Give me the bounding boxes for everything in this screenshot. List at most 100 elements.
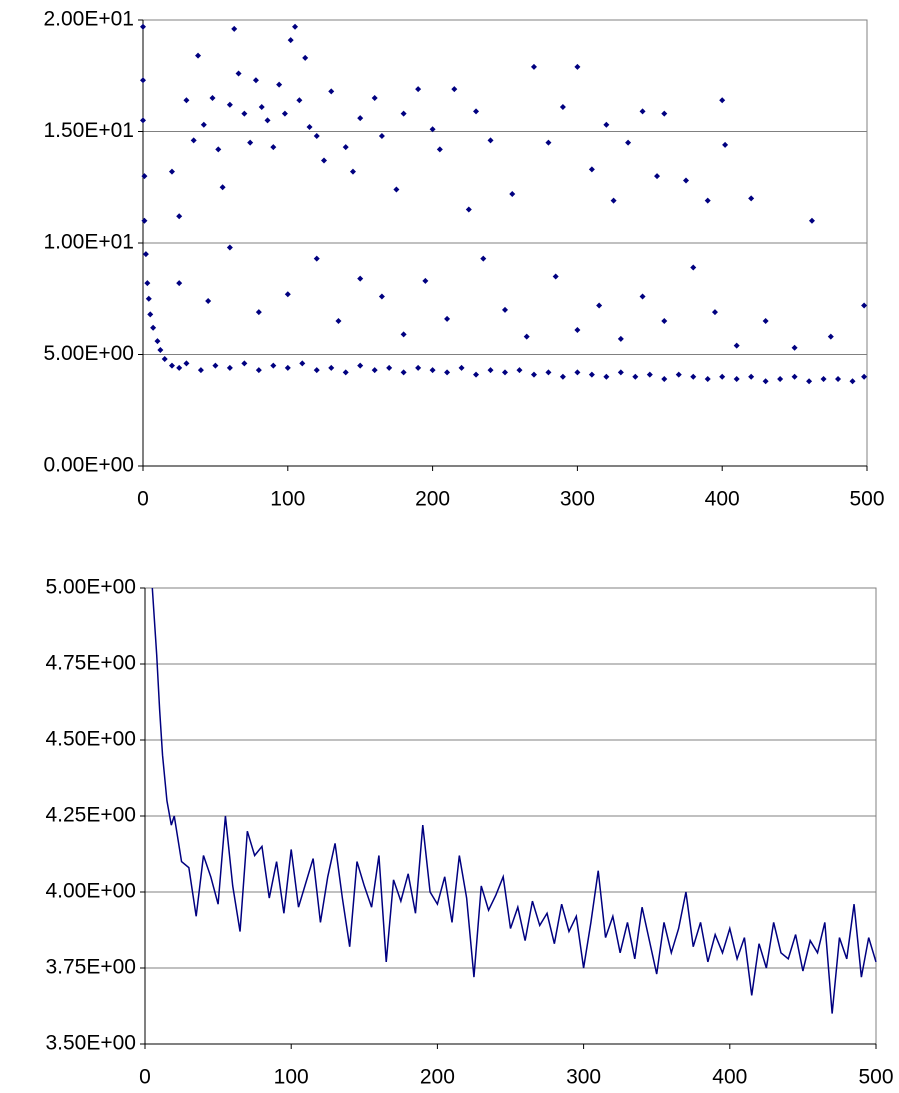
point [808,217,815,224]
x-tick-label: 0 [139,1066,151,1089]
point [144,280,151,287]
point [378,293,385,300]
point [212,362,219,369]
point [168,362,175,369]
point [683,177,689,184]
point [270,144,277,151]
point [195,52,202,59]
point [451,86,458,93]
point [415,364,422,371]
point [711,309,718,316]
point [704,376,711,383]
point [140,77,146,84]
point [458,364,465,371]
point [154,338,161,345]
point [654,173,661,180]
point [378,132,385,139]
y-tick-label: 4.50E+00 [45,728,136,751]
point [545,369,552,376]
point [147,311,154,318]
point [617,335,624,342]
point [141,217,148,224]
point [690,264,697,271]
point [241,110,248,117]
point [313,255,320,262]
x-tick-label: 100 [270,488,305,511]
point [509,190,516,197]
point [306,124,313,131]
y-tick-label: 4.00E+00 [45,880,136,903]
point [241,360,248,367]
point [827,333,834,340]
x-tick-label: 100 [274,1066,309,1089]
point [235,70,242,77]
point [357,362,364,369]
x-tick-label: 200 [415,488,450,511]
point [226,364,233,371]
point [777,376,784,383]
point [393,186,400,193]
point [625,139,632,146]
point [281,110,288,117]
point [487,137,494,144]
point [530,63,537,70]
point [422,277,429,284]
point [255,309,262,316]
point [661,376,668,383]
point [258,103,265,110]
point [219,184,226,191]
point [231,25,238,32]
point [436,146,443,153]
point [574,326,581,333]
point [296,97,303,104]
point [502,306,508,313]
point [762,378,769,385]
point [157,347,164,354]
point [328,364,335,371]
point [861,373,868,380]
point [145,295,152,302]
point [574,63,581,70]
point [197,367,204,374]
point [661,318,668,325]
point [552,273,559,280]
point [161,355,168,362]
point [588,166,595,173]
x-tick-label: 400 [705,488,740,511]
point [357,115,364,122]
point [632,373,639,380]
point [574,369,581,376]
point [183,97,190,104]
y-tick-label: 1.50E+01 [43,119,134,142]
point [321,157,327,164]
point [276,81,283,88]
point [371,367,378,374]
point [142,251,149,258]
point [328,88,335,95]
point [791,344,798,351]
x-tick-label: 200 [420,1066,455,1089]
point [252,77,259,84]
y-tick-label: 3.75E+00 [45,956,136,979]
point [690,373,697,380]
point [209,95,216,102]
point [342,369,349,376]
point [610,197,617,204]
point [675,371,682,378]
point [820,376,827,383]
point [719,97,726,104]
point [190,137,197,144]
point [255,367,262,374]
point [349,168,356,175]
point [183,360,190,367]
point [342,144,349,151]
point [313,132,320,139]
y-tick-label: 5.00E+00 [45,576,136,599]
point [176,213,183,220]
x-tick-label: 400 [712,1066,747,1089]
point [639,108,646,115]
point [559,103,566,110]
point [502,369,508,376]
y-tick-label: 4.25E+00 [45,804,136,827]
point [302,54,309,61]
